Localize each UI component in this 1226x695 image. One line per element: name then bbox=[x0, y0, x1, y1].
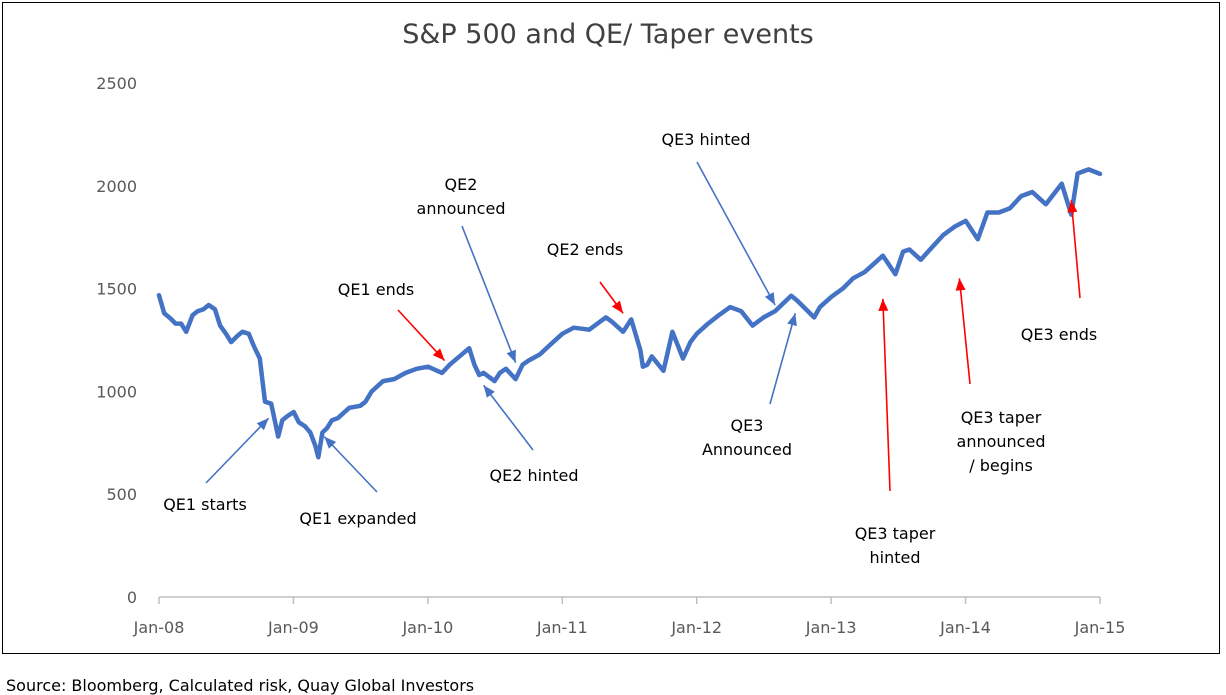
annotation-arrowhead bbox=[506, 349, 516, 363]
annotation-label: QE3 hinted bbox=[662, 130, 751, 149]
y-tick-label: 2000 bbox=[96, 177, 137, 196]
annotation-arrow-line bbox=[482, 384, 534, 451]
x-tick-label: Jan-10 bbox=[401, 618, 453, 637]
annotation-arrowhead bbox=[1067, 200, 1078, 213]
annotation: QE1 ends bbox=[338, 280, 446, 362]
x-tick-label: Jan-11 bbox=[536, 618, 588, 637]
annotation-arrow-line bbox=[205, 417, 270, 484]
y-tick-label: 1000 bbox=[96, 382, 137, 401]
annotation-label: announced bbox=[957, 432, 1046, 451]
annotation-label: QE3 bbox=[731, 416, 764, 435]
annotation-arrowhead bbox=[955, 278, 966, 291]
annotation: QE2 hinted bbox=[482, 384, 579, 485]
annotation-arrowhead bbox=[256, 418, 269, 431]
annotation-label: Announced bbox=[702, 440, 792, 459]
annotation: QE3 hinted bbox=[662, 130, 776, 306]
annotation: QE3 taper hinted bbox=[855, 298, 936, 567]
annotation-arrowhead bbox=[787, 313, 797, 327]
y-tick-label: 2500 bbox=[96, 74, 137, 93]
annotation-label: QE1 expanded bbox=[299, 509, 416, 528]
x-tick-label: Jan-15 bbox=[1074, 618, 1126, 637]
annotation-label: QE2 bbox=[445, 175, 478, 194]
annotation-arrowhead bbox=[611, 300, 624, 314]
y-tick-label: 0 bbox=[127, 588, 137, 607]
x-tick-label: Jan-08 bbox=[133, 618, 185, 637]
y-tick-label: 1500 bbox=[96, 280, 137, 299]
annotation: QE1 starts bbox=[163, 417, 270, 514]
annotation-arrowhead bbox=[432, 348, 445, 361]
y-axis: 0 500 1000 1500 2000 2500 bbox=[96, 74, 137, 607]
annotation-arrow-line bbox=[882, 298, 891, 492]
chart-frame bbox=[2, 2, 1220, 654]
x-tick-label: Jan-14 bbox=[939, 618, 991, 637]
series-layer bbox=[156, 167, 1103, 460]
annotation-label: QE2 hinted bbox=[490, 466, 579, 485]
annotation: QE1 expanded bbox=[299, 436, 417, 528]
annotation-arrowhead bbox=[483, 385, 495, 398]
annotation-label: QE1 starts bbox=[163, 495, 247, 514]
x-axis: Jan-08 Jan-09 Jan-10 Jan-11 Jan-12 Jan-13 Jan-… bbox=[133, 596, 1126, 637]
y-tick-label: 500 bbox=[106, 485, 137, 504]
source-note: Source: Bloomberg, Calculated risk, Quay… bbox=[6, 676, 475, 695]
annotation-arrow-line bbox=[461, 225, 517, 363]
sp500-series-line bbox=[156, 167, 1103, 460]
x-tick-label: Jan-12 bbox=[670, 618, 722, 637]
annotation-layer: QE1 starts QE1 expanded QE1 ends QE2 announc… bbox=[163, 130, 1097, 567]
annotation: QE3 ends bbox=[1021, 200, 1097, 344]
annotation-arrowhead bbox=[324, 436, 337, 449]
annotation-arrow-line bbox=[1070, 200, 1081, 299]
annotation-arrow-line bbox=[769, 313, 797, 405]
annotation-label: hinted bbox=[870, 548, 921, 567]
annotation-label: QE2 ends bbox=[547, 240, 623, 259]
annotation-arrowhead bbox=[878, 298, 889, 312]
annotation-label: QE3 ends bbox=[1021, 325, 1097, 344]
x-tick-label: Jan-09 bbox=[267, 618, 319, 637]
annotation-label: QE3 taper bbox=[855, 524, 936, 543]
annotation: QE3 Announced bbox=[702, 313, 797, 459]
annotation-label: QE1 ends bbox=[338, 280, 414, 299]
x-tick-label: Jan-13 bbox=[805, 618, 857, 637]
annotation-arrow-line bbox=[696, 161, 776, 306]
annotation-label: announced bbox=[417, 199, 506, 218]
annotation-arrowhead bbox=[764, 292, 776, 306]
annotation-arrow-line bbox=[323, 436, 378, 493]
chart-title: S&P 500 and QE/ Taper events bbox=[402, 19, 814, 50]
sp500-qe-chart: S&P 500 and QE/ Taper events 0 500 1000 150… bbox=[96, 19, 1126, 637]
annotation-arrow-line bbox=[958, 278, 971, 385]
annotation-label: QE3 taper bbox=[961, 408, 1042, 427]
annotation: QE2 announced bbox=[417, 175, 517, 363]
annotation: QE3 taper announced / begins bbox=[955, 278, 1046, 475]
annotation-label: / begins bbox=[969, 456, 1033, 475]
annotation: QE2 ends bbox=[547, 240, 624, 314]
